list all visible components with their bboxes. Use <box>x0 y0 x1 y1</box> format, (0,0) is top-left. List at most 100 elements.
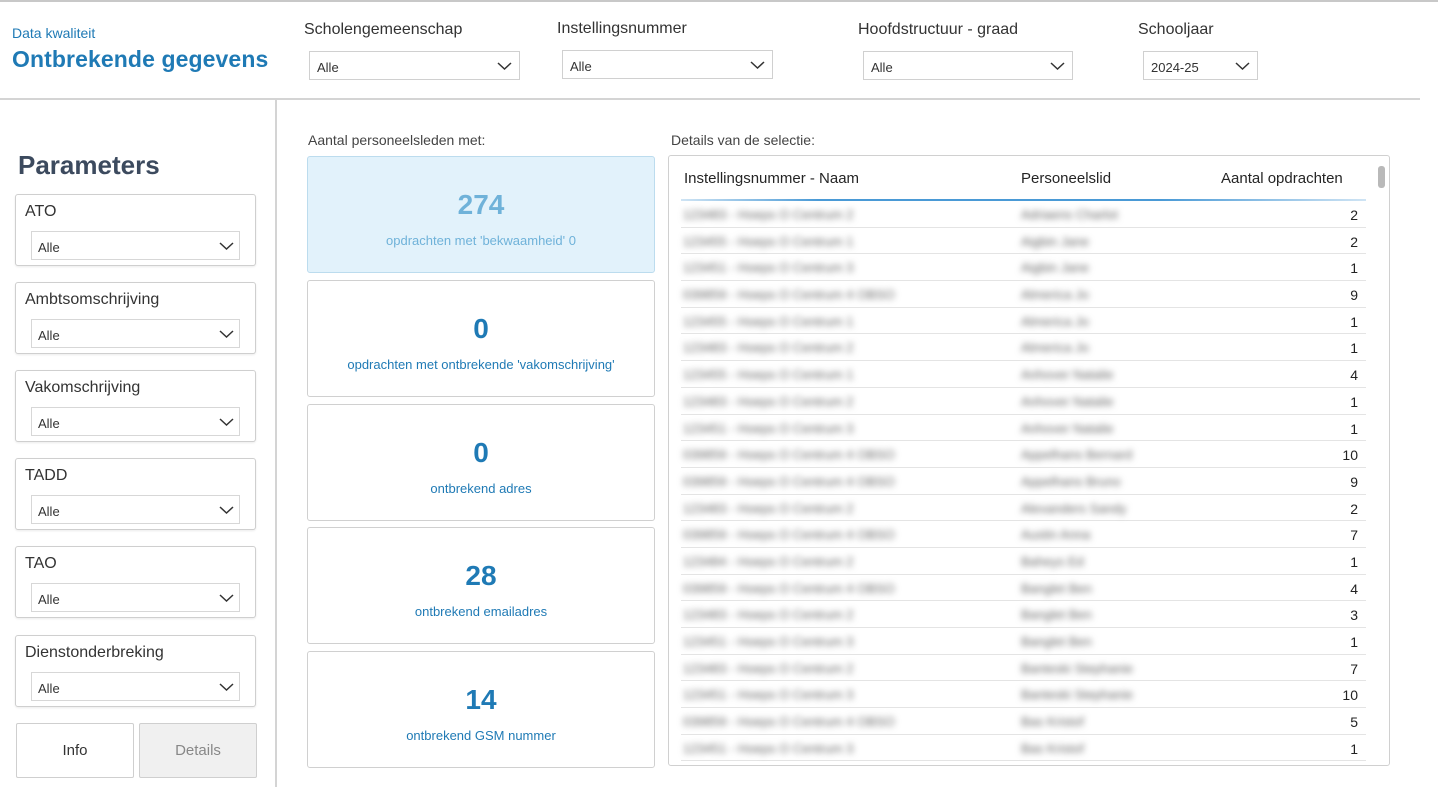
cell-instelling: 123483 - Hoeps O Centrum 2 <box>683 607 854 623</box>
cell-aantal: 10 <box>1342 447 1358 464</box>
details-button[interactable]: Details <box>139 723 257 778</box>
table-row[interactable]: 039859 - Hoeps O Centrum 4 OBSO Banglet B… <box>681 575 1366 602</box>
table-row[interactable]: 123483 - Hoeps O Centrum 2 Anhover Natali… <box>681 388 1366 415</box>
table-row[interactable]: 123455 - Hoeps O Centrum 1 Anhover Natali… <box>681 361 1366 388</box>
cell-aantal: 10 <box>1342 687 1358 704</box>
chevron-down-icon <box>1235 62 1250 71</box>
filter-hoofdstructuur-dropdown[interactable]: Alle <box>863 51 1073 80</box>
param-label: TAO <box>25 555 57 572</box>
param-card-ambtsomschrijving: Ambtsomschrijving Alle <box>15 282 256 354</box>
filter-scholengemeenschap-dropdown[interactable]: Alle <box>309 51 520 80</box>
kpi-description: ontbrekend GSM nummer <box>406 728 556 743</box>
table-row[interactable]: 123451 - Hoeps O Centrum 3 Anhover Natali… <box>681 415 1366 442</box>
cell-instelling: 123451 - Hoeps O Centrum 3 <box>683 687 854 703</box>
filter-label-instellingsnummer: Instellingsnummer <box>557 20 687 37</box>
table-row[interactable]: 123483 - Hoeps O Centrum 2 Banteski Steph… <box>681 655 1366 682</box>
cell-instelling: 123451 - Hoeps O Centrum 3 <box>683 634 854 649</box>
table-row[interactable]: 123451 - Hoeps O Centrum 3 Bas Kristof 1 <box>681 735 1366 762</box>
cell-instelling: 123455 - Hoeps O Centrum 1 <box>683 367 854 383</box>
table-row[interactable]: 123451 - Hoeps O Centrum 3 Aigbin Jane 1 <box>681 254 1366 282</box>
chevron-down-icon <box>219 683 234 692</box>
param-vakomschrijving-dropdown[interactable]: Alle <box>31 407 240 436</box>
filter-instellingsnummer-dropdown[interactable]: Alle <box>562 50 773 79</box>
cell-aantal: 9 <box>1350 287 1358 304</box>
param-value: Alle <box>38 240 60 255</box>
scrollbar[interactable] <box>1377 164 1386 759</box>
param-card-ato: ATO Alle <box>15 194 256 266</box>
param-value: Alle <box>38 504 60 519</box>
page-title: Ontbrekende gegevens <box>12 46 269 72</box>
kpi-card-adres[interactable]: 0 ontbrekend adres <box>307 404 655 521</box>
kpi-description: ontbrekend adres <box>430 481 532 496</box>
table-row[interactable]: 039859 - Hoeps O Centrum 4 OBSO Appelhans… <box>681 441 1366 468</box>
cell-instelling: 123483 - Hoeps O Centrum 2 <box>683 340 854 356</box>
table-row[interactable]: 123483 - Hoeps O Centrum 2 Adriaens Charl… <box>681 201 1366 228</box>
cell-aantal: 1 <box>1350 740 1358 757</box>
cell-instelling: 123483 - Hoeps O Centrum 2 <box>683 393 854 409</box>
param-ambtsomschrijving-dropdown[interactable]: Alle <box>31 319 240 348</box>
cell-instelling: 039859 - Hoeps O Centrum 4 OBSO <box>683 580 895 596</box>
cell-personeelslid: Anhover Natalie <box>1021 420 1114 436</box>
param-value: Alle <box>38 592 60 607</box>
column-header-personeelslid[interactable]: Personeelslid <box>1021 170 1112 187</box>
cell-aantal: 4 <box>1350 367 1358 384</box>
table-row[interactable]: 039859 - Hoeps O Centrum 4 OBSO Appelhans… <box>681 468 1366 495</box>
param-dienstonderbreking-dropdown[interactable]: Alle <box>31 672 240 701</box>
filter-value: 2024-25 <box>1151 60 1199 75</box>
cell-personeelslid: Anhover Natalie <box>1021 367 1114 383</box>
table-row[interactable]: 123455 - Hoeps O Centrum 1 Aigbin Jane 2 <box>681 228 1366 255</box>
cell-aantal: 1 <box>1350 553 1358 570</box>
param-label: ATO <box>25 203 57 220</box>
table-row[interactable]: 123484 - Hoeps O Centrum 2 Baheys Ed 1 <box>681 548 1366 575</box>
chevron-down-icon <box>219 418 234 427</box>
kpi-card-vakomschrijving[interactable]: 0 opdrachten met ontbrekende 'vakomschri… <box>307 280 655 397</box>
cell-instelling: 039859 - Hoeps O Centrum 4 OBSO <box>683 527 895 543</box>
chevron-down-icon <box>497 62 512 71</box>
cell-instelling: 123451 - Hoeps O Centrum 3 <box>683 740 854 756</box>
kpi-description: ontbrekend emailadres <box>414 604 548 619</box>
page-subtitle: Data kwaliteit <box>12 25 96 41</box>
cell-aantal: 1 <box>1350 393 1358 410</box>
kpi-description: opdrachten met 'bekwaamheid' 0 <box>386 233 576 248</box>
column-header-instelling[interactable]: Instellingsnummer - Naam <box>684 170 860 187</box>
table-row[interactable]: 123451 - Hoeps O Centrum 3 Banglet Ben 1 <box>681 628 1366 655</box>
kpi-description: opdrachten met ontbrekende 'vakomschrijv… <box>347 357 615 372</box>
param-tadd-dropdown[interactable]: Alle <box>31 495 240 524</box>
filter-schooljaar-dropdown[interactable]: 2024-25 <box>1143 51 1258 80</box>
details-table: Instellingsnummer - Naam Personeelslid A… <box>668 155 1390 766</box>
cell-instelling: 123451 - Hoeps O Centrum 3 <box>683 420 854 436</box>
chevron-down-icon <box>219 594 234 603</box>
chevron-down-icon <box>219 242 234 251</box>
table-row[interactable]: 039859 - Hoeps O Centrum 4 OBSO Almerica … <box>681 281 1366 308</box>
column-header-aantal[interactable]: Aantal opdrachten <box>1221 170 1343 187</box>
table-row[interactable]: 123483 - Hoeps O Centrum 2 Alexanders San… <box>681 495 1366 522</box>
kpi-card-bekwaamheid[interactable]: 274 opdrachten met 'bekwaamheid' 0 <box>307 156 655 273</box>
param-tao-dropdown[interactable]: Alle <box>31 583 240 612</box>
info-button[interactable]: Info <box>16 723 134 778</box>
cell-instelling: 039859 - Hoeps O Centrum 4 OBSO <box>683 447 895 463</box>
table-row[interactable]: 039859 - Hoeps O Centrum 4 OBSO Bas Krist… <box>681 708 1366 735</box>
param-ato-dropdown[interactable]: Alle <box>31 231 240 260</box>
table-row[interactable]: 039859 - Hoeps O Centrum 4 OBSO Austin An… <box>681 521 1366 548</box>
cell-instelling: 123484 - Hoeps O Centrum 2 <box>683 553 854 569</box>
table-row[interactable]: 123455 - Hoeps O Centrum 1 Almerica Jo 1 <box>681 308 1366 335</box>
table-row[interactable]: 123483 - Hoeps O Centrum 2 Almerica Jo 1 <box>681 334 1366 362</box>
table-row[interactable]: 123451 - Hoeps O Centrum 3 Banteski Steph… <box>681 681 1366 709</box>
cell-aantal: 9 <box>1350 473 1358 490</box>
kpi-card-emailadres[interactable]: 28 ontbrekend emailadres <box>307 527 655 644</box>
cell-aantal: 2 <box>1350 233 1358 250</box>
cell-instelling: 039859 - Hoeps O Centrum 4 OBSO <box>683 473 895 489</box>
scrollbar-thumb[interactable] <box>1378 166 1385 188</box>
kpi-card-gsm[interactable]: 14 ontbrekend GSM nummer <box>307 651 655 768</box>
param-label: Vakomschrijving <box>25 379 141 396</box>
cell-aantal: 1 <box>1350 634 1358 650</box>
parameters-title: Parameters <box>18 150 160 180</box>
chevron-down-icon <box>1050 62 1065 71</box>
cell-instelling: 123451 - Hoeps O Centrum 3 <box>683 260 854 276</box>
kpi-section-label: Aantal personeelsleden met: <box>308 132 486 148</box>
param-value: Alle <box>38 416 60 431</box>
cell-aantal: 1 <box>1350 313 1358 330</box>
table-row[interactable]: 123483 - Hoeps O Centrum 2 Banglet Ben 3 <box>681 601 1366 628</box>
cell-aantal: 5 <box>1350 714 1358 731</box>
filter-label-schooljaar: Schooljaar <box>1138 21 1214 38</box>
